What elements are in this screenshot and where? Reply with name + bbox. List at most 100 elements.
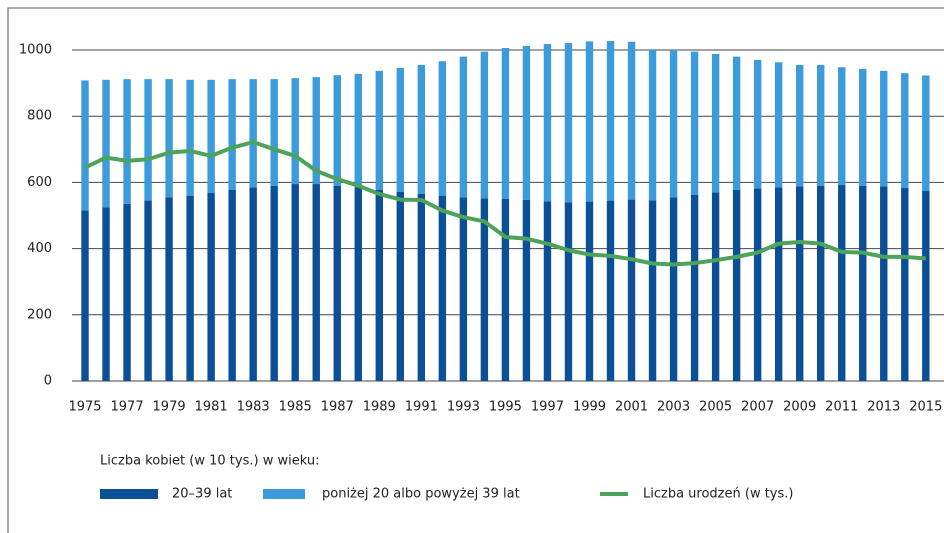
bar [144, 79, 152, 201]
bar [102, 207, 110, 381]
bar [838, 185, 846, 381]
bar [564, 202, 573, 381]
bar [333, 75, 341, 186]
bar [627, 199, 636, 381]
bar [501, 48, 510, 199]
bar [396, 67, 405, 192]
x-tick-label: 2011 [825, 400, 858, 415]
bar [459, 56, 468, 198]
x-tick-label: 2009 [783, 400, 816, 415]
x-tick-label: 1977 [111, 400, 144, 415]
bar [207, 79, 215, 193]
bar [312, 184, 320, 381]
bar [354, 73, 362, 188]
bar [585, 41, 594, 202]
bar [480, 198, 489, 381]
bar [375, 189, 383, 381]
bar [711, 53, 720, 193]
bar [102, 79, 110, 208]
bar [690, 194, 699, 381]
bar [543, 201, 552, 381]
bar [795, 186, 804, 381]
bar [417, 64, 426, 194]
bar [901, 73, 909, 189]
bar [774, 187, 783, 381]
bar [606, 200, 615, 381]
x-tick-label: 1979 [153, 400, 186, 415]
x-tick-label: 1987 [321, 400, 354, 415]
x-tick-label: 1975 [68, 400, 101, 415]
bar [438, 195, 447, 381]
bar [522, 46, 531, 200]
bar [417, 193, 426, 381]
bar [228, 189, 236, 381]
y-tick-label: 400 [27, 241, 52, 256]
bar [480, 51, 489, 199]
x-tick-label: 1999 [573, 400, 606, 415]
bar [732, 190, 741, 381]
bar [817, 64, 825, 186]
bar [333, 185, 341, 381]
bar [859, 185, 867, 381]
x-tick-label: 1993 [447, 400, 480, 415]
bar [144, 200, 152, 381]
bar [396, 191, 405, 381]
bar [228, 79, 236, 190]
bar [501, 198, 510, 381]
legend-label: Liczba urodzeń (w tys.) [643, 487, 793, 502]
bar [522, 199, 531, 381]
x-tick-label: 1983 [237, 400, 270, 415]
bar [922, 75, 930, 191]
bar [459, 197, 468, 381]
bar [312, 77, 320, 185]
bar [817, 185, 825, 381]
bar [627, 41, 636, 200]
bar [711, 192, 720, 381]
x-tick-label: 2015 [909, 400, 942, 415]
frame [7, 7, 944, 533]
x-tick-label: 2005 [699, 400, 732, 415]
bar [753, 188, 762, 381]
y-tick-label: 1000 [19, 43, 52, 58]
bar [249, 187, 257, 381]
y-tick-label: 800 [27, 109, 52, 124]
x-tick-label: 2007 [741, 400, 774, 415]
bar [880, 70, 888, 187]
bar [270, 185, 278, 381]
bar [838, 67, 846, 186]
bar [270, 79, 278, 186]
legend-label: 20–39 lat [172, 487, 232, 502]
bar [81, 210, 89, 381]
bar [774, 62, 783, 188]
bar [901, 188, 909, 381]
bar [123, 79, 131, 204]
bar [543, 44, 552, 202]
bar [753, 59, 762, 189]
bar [186, 79, 194, 196]
line [84, 140, 926, 267]
bar [438, 61, 447, 196]
bar [648, 200, 657, 381]
legend-swatch [100, 489, 158, 499]
x-tick-label: 2013 [867, 400, 900, 415]
bar [123, 203, 131, 381]
bar [880, 186, 888, 381]
bar [922, 190, 930, 381]
bar [207, 192, 215, 381]
y-tick-label: 600 [27, 175, 52, 190]
bar [859, 68, 867, 186]
bar [165, 79, 173, 198]
bar [669, 197, 678, 381]
bar [669, 50, 678, 198]
bar [732, 56, 741, 191]
x-tick-label: 1989 [363, 400, 396, 415]
x-tick-label: 1995 [489, 400, 522, 415]
bar [249, 79, 257, 188]
y-tick-label: 200 [27, 307, 52, 322]
x-tick-label: 2003 [657, 400, 690, 415]
legend-swatch [263, 489, 305, 499]
bar [648, 50, 657, 201]
legend-title: Liczba kobiet (w 10 tys.) w wieku: [100, 454, 319, 469]
bar [354, 187, 362, 381]
